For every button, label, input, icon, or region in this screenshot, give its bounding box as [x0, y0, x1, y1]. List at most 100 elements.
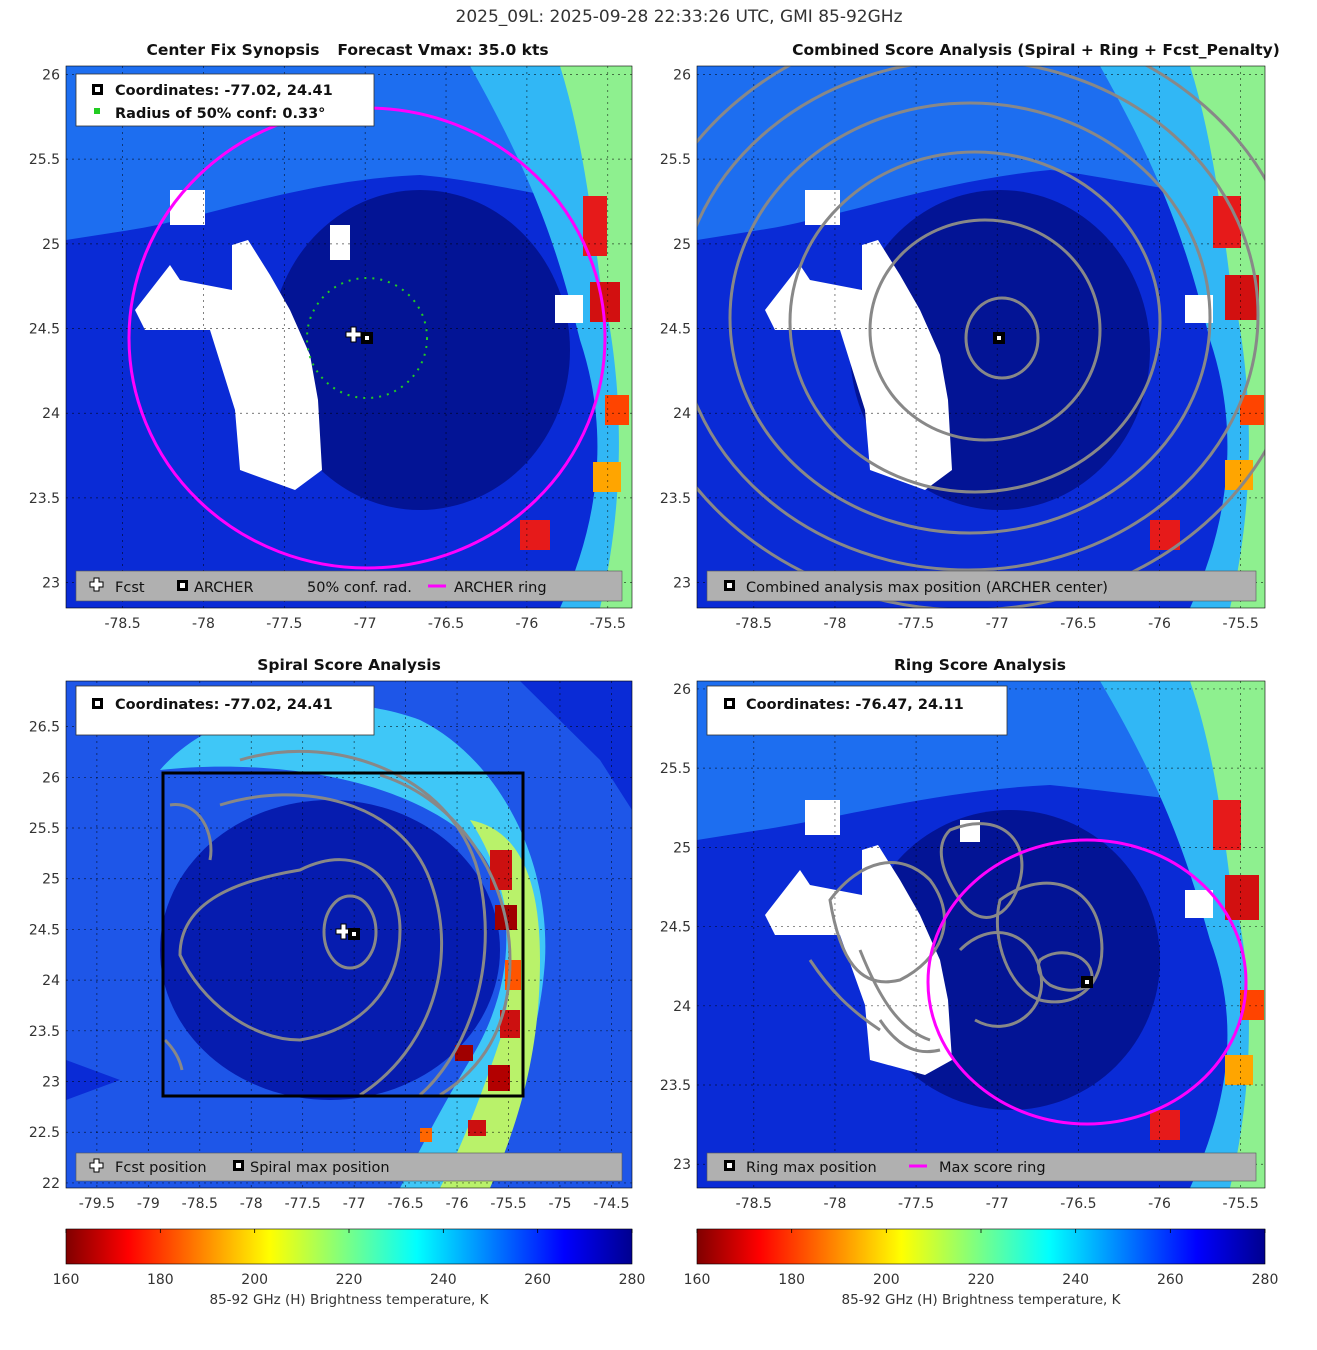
figure-title: 2025_09L: 2025-09-28 22:33:26 UTC, GMI 8… — [456, 7, 903, 27]
colorbar-tick-label: 200 — [873, 1272, 900, 1288]
archer-center-marker — [361, 332, 373, 344]
x-tick-label: -78.5 — [182, 1196, 218, 1212]
combined-score-contours — [697, 66, 1265, 608]
synopsis-land-island — [555, 295, 583, 323]
x-tick-label: -76.5 — [1060, 1196, 1096, 1212]
legend-archer: ARCHER — [194, 580, 254, 596]
y-tick-label: 24 — [673, 406, 691, 422]
synopsis-east-band-warm — [560, 66, 632, 608]
x-tick-label: -76 — [1148, 1196, 1171, 1212]
x-tick-label: -77 — [343, 1196, 366, 1212]
y-tick-label: 23 — [42, 1075, 60, 1091]
y-tick-label: 25.5 — [660, 761, 691, 777]
synopsis-deep-convection — [605, 395, 629, 425]
y-tick-label: 24.5 — [660, 322, 691, 338]
combined-deep-convection — [1213, 196, 1241, 248]
x-tick-label: -75.5 — [1223, 616, 1259, 632]
legend-ring-max: Ring max position — [746, 1160, 877, 1176]
ring-title: Ring Score Analysis — [894, 656, 1066, 674]
synopsis-deep-convection — [520, 520, 550, 550]
legend-combined-max: Combined analysis max position (ARCHER c… — [746, 580, 1108, 596]
ring-map — [697, 681, 1265, 1188]
synopsis-land-island — [170, 190, 205, 225]
x-tick-label: -75.5 — [490, 1196, 526, 1212]
combined-axes: -78.5 -78 -77.5 -77 -76.5 -76 -75.5 23 23.5 24 24.… — [660, 67, 1259, 632]
legend-fcst-position: Fcst position — [115, 1160, 207, 1176]
ring-land-island — [1185, 890, 1213, 918]
combined-land-cuba — [765, 240, 952, 490]
score-contour — [697, 66, 1260, 572]
ring-max-marker — [1081, 976, 1093, 988]
legend-conf-rad: 50% conf. rad. — [307, 580, 412, 596]
x-tick-label: -77.5 — [266, 616, 302, 632]
y-tick-label: 24 — [673, 999, 691, 1015]
colorbar-left-label: 85-92 GHz (H) Brightness temperature, K — [210, 1292, 490, 1308]
colorbar-tick-label: 220 — [968, 1272, 995, 1288]
ring-land-cuba — [765, 845, 952, 1075]
score-contour — [964, 296, 1040, 380]
synopsis-radius: Radius of 50% conf: 0.33° — [115, 106, 325, 122]
colorbar-tick-label: 180 — [778, 1272, 805, 1288]
x-tick-label: -79 — [137, 1196, 160, 1212]
combined-legend: Combined analysis max position (ARCHER c… — [706, 570, 1257, 602]
x-tick-label: -78 — [192, 616, 215, 632]
y-tick-label: 23.5 — [660, 491, 691, 507]
x-tick-label: -74.5 — [593, 1196, 629, 1212]
synopsis-land-island — [330, 225, 350, 260]
colorbar-tick-label: 200 — [241, 1272, 268, 1288]
x-tick-label: -76.5 — [428, 616, 464, 632]
score-contour — [868, 218, 1102, 442]
score-contour — [958, 931, 1043, 1028]
x-tick-label: -75.5 — [590, 616, 626, 632]
panel-center-fix-synopsis: Center Fix Synopsis Forecast Vmax: 35.0 … — [29, 41, 633, 632]
score-contour — [322, 894, 378, 970]
x-tick-label: -78 — [240, 1196, 263, 1212]
combined-deep-convection — [1150, 520, 1180, 550]
ring-deep-convection — [1213, 800, 1241, 850]
score-contour — [163, 1038, 184, 1071]
spiral-deep-convection — [488, 1065, 510, 1091]
x-tick-label: -77 — [986, 1196, 1009, 1212]
x-tick-label: -76.5 — [1060, 616, 1096, 632]
colorbar-tick-label: 180 — [147, 1272, 174, 1288]
spiral-deep-convection — [455, 1045, 473, 1061]
spiral-search-box — [161, 771, 525, 1098]
ring-east-band-warm — [1190, 681, 1265, 1188]
x-tick-label: -77.5 — [898, 616, 934, 632]
spiral-info-box: Coordinates: -77.02, 24.41 — [75, 685, 375, 736]
x-tick-label: -77 — [986, 616, 1009, 632]
score-contour — [728, 101, 1212, 535]
spiral-title: Spiral Score Analysis — [257, 656, 441, 674]
colorbar-tick-label: 160 — [53, 1272, 80, 1288]
score-contour — [239, 749, 487, 1097]
spiral-grid — [66, 681, 632, 1188]
y-tick-label: 23 — [42, 576, 60, 592]
combined-deep-convection — [1240, 395, 1264, 425]
synopsis-legend: Fcst ARCHER 50% conf. rad. ARCHER ring — [75, 570, 623, 602]
x-tick-label: -76 — [446, 1196, 469, 1212]
synopsis-map — [66, 66, 632, 608]
y-tick-label: 26 — [42, 67, 60, 83]
colorbar-tick-label: 260 — [1157, 1272, 1184, 1288]
synopsis-coordinates: Coordinates: -77.02, 24.41 — [115, 83, 333, 99]
y-tick-label: 25 — [42, 237, 60, 253]
spiral-legend: Fcst position Spiral max position — [75, 1152, 623, 1182]
y-tick-label: 24 — [42, 406, 60, 422]
x-tick-label: -78.5 — [736, 1196, 772, 1212]
colorbar-left-gradient — [65, 1228, 633, 1265]
y-tick-label: 26 — [673, 682, 691, 698]
spiral-axes: -79.5 -79 -78.5 -78 -77.5 -77 -76.5 -76 -75.5 -75… — [29, 720, 630, 1212]
y-tick-label: 23.5 — [660, 1078, 691, 1094]
y-tick-label: 22 — [42, 1176, 60, 1192]
combined-grid — [697, 66, 1265, 608]
synopsis-deep-convection — [583, 196, 607, 256]
legend-max-score-ring: Max score ring — [939, 1160, 1046, 1176]
x-tick-label: -77.5 — [285, 1196, 321, 1212]
x-tick-label: -78 — [824, 616, 847, 632]
legend-fcst: Fcst — [115, 580, 145, 596]
y-tick-label: 25.5 — [29, 821, 60, 837]
confidence-radius-circle — [306, 277, 428, 399]
colorbar-left-ticks: 160 180 200 220 240 260 280 — [53, 1229, 645, 1288]
y-tick-label: 25 — [673, 840, 691, 856]
y-tick-label: 24.5 — [29, 922, 60, 938]
